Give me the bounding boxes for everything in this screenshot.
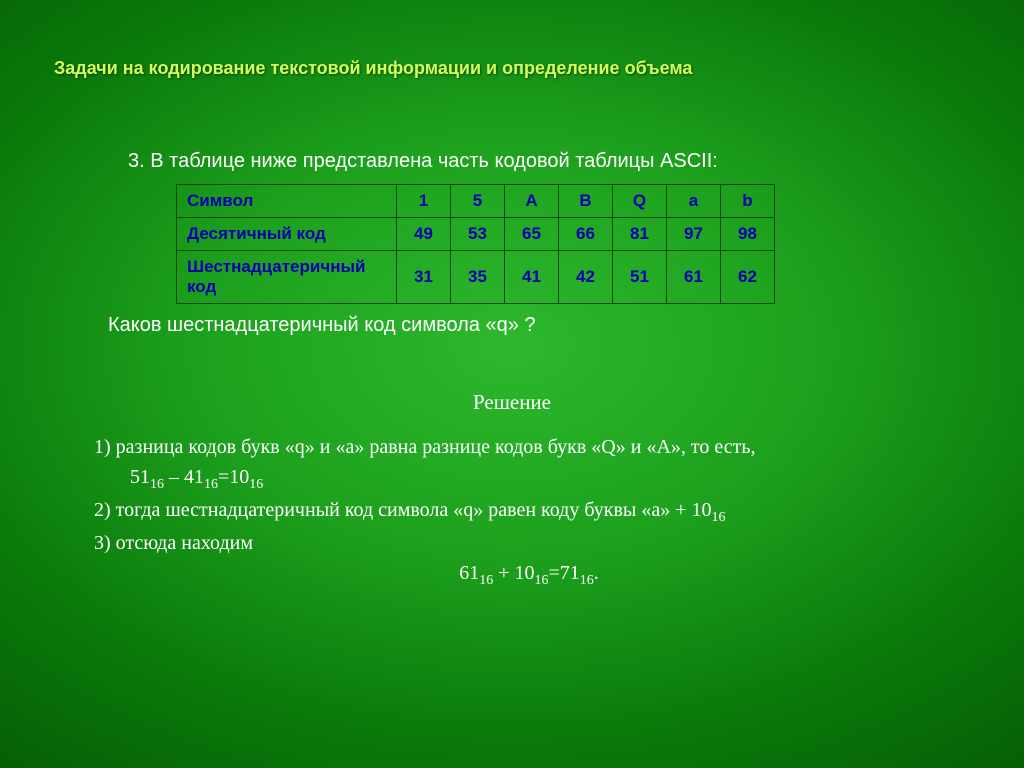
table-cell: 5 — [451, 185, 505, 218]
table-row: Шестнадцатеричный код 31 35 41 42 51 61 … — [177, 251, 775, 304]
row-header: Десятичный код — [177, 218, 397, 251]
table-cell: 42 — [559, 251, 613, 304]
solution-equation-2: 6116 + 1016=7116. — [94, 558, 964, 591]
table-cell: A — [505, 185, 559, 218]
table-cell: 62 — [721, 251, 775, 304]
table-cell: B — [559, 185, 613, 218]
solution-line-3: 3) отсюда находим — [94, 528, 964, 558]
table-cell: 41 — [505, 251, 559, 304]
table-cell: 98 — [721, 218, 775, 251]
table-cell: 66 — [559, 218, 613, 251]
table-cell: 53 — [451, 218, 505, 251]
problem-statement: 3. В таблице ниже представлена часть код… — [128, 150, 718, 173]
solution-body: 1) разница кодов букв «q» и «a» равна ра… — [94, 432, 964, 591]
table-cell: 65 — [505, 218, 559, 251]
table-cell: 97 — [667, 218, 721, 251]
ascii-table: Символ 1 5 A B Q a b Десятичный код 49 5… — [176, 184, 775, 304]
solution-equation-1: 5116 – 4116=1016 — [94, 462, 964, 495]
table-cell: b — [721, 185, 775, 218]
solution-line-1: 1) разница кодов букв «q» и «a» равна ра… — [94, 432, 964, 462]
table-cell: 1 — [397, 185, 451, 218]
solution-heading: Решение — [0, 390, 1024, 415]
table-row: Десятичный код 49 53 65 66 81 97 98 — [177, 218, 775, 251]
table-cell: 81 — [613, 218, 667, 251]
table-row: Символ 1 5 A B Q a b — [177, 185, 775, 218]
table-cell: 61 — [667, 251, 721, 304]
solution-line-2: 2) тогда шестнадцатеричный код символа «… — [94, 495, 964, 528]
table-cell: a — [667, 185, 721, 218]
table-cell: 35 — [451, 251, 505, 304]
row-header: Символ — [177, 185, 397, 218]
table-cell: Q — [613, 185, 667, 218]
question-text: Каков шестнадцатеричный код символа «q» … — [108, 314, 536, 337]
row-header: Шестнадцатеричный код — [177, 251, 397, 304]
slide-title: Задачи на кодирование текстовой информац… — [54, 58, 692, 79]
table-cell: 49 — [397, 218, 451, 251]
table-cell: 51 — [613, 251, 667, 304]
table-cell: 31 — [397, 251, 451, 304]
